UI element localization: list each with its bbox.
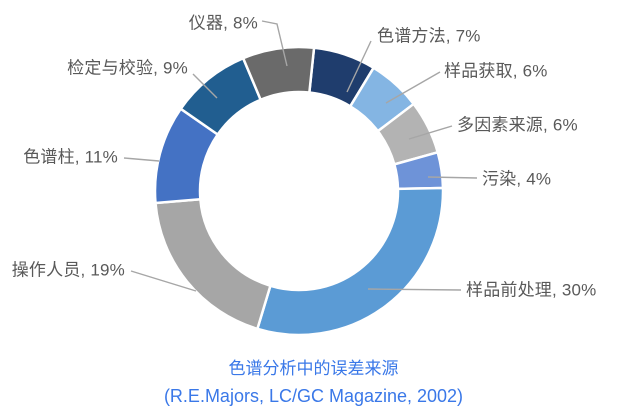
leader-line-4 [367,288,462,291]
pie-slice-4 [256,186,445,337]
slice-label-5: 操作人员, 19% [11,260,125,280]
leader-line-2 [408,125,453,140]
leader-line-8 [261,20,288,67]
chart-title: 色谱分析中的误差来源 [228,359,399,378]
slice-label-1: 样品获取, 6% [444,61,548,81]
slice-label-4: 样品前处理, 30% [466,280,597,300]
leader-line-1 [385,71,441,104]
chart-subtitle: (R.E.Majors, LC/GC Magazine, 2002) [163,386,464,406]
leader-line-5 [130,270,197,292]
leader-line-0 [346,40,372,93]
pie-slice-8 [241,45,316,101]
leader-line-3 [427,176,478,179]
slice-label-7: 检定与校验, 9% [67,58,188,78]
leader-line-6 [123,157,160,162]
slice-label-6: 色谱柱, 11% [23,147,118,167]
slice-label-3: 污染, 4% [482,169,552,189]
slice-label-8: 仪器, 8% [188,13,258,33]
leader-line-7 [192,73,218,99]
pie-slice-5 [154,198,272,331]
slice-label-0: 色谱方法, 7% [377,26,481,46]
slice-label-2: 多因素来源, 6% [457,115,578,135]
